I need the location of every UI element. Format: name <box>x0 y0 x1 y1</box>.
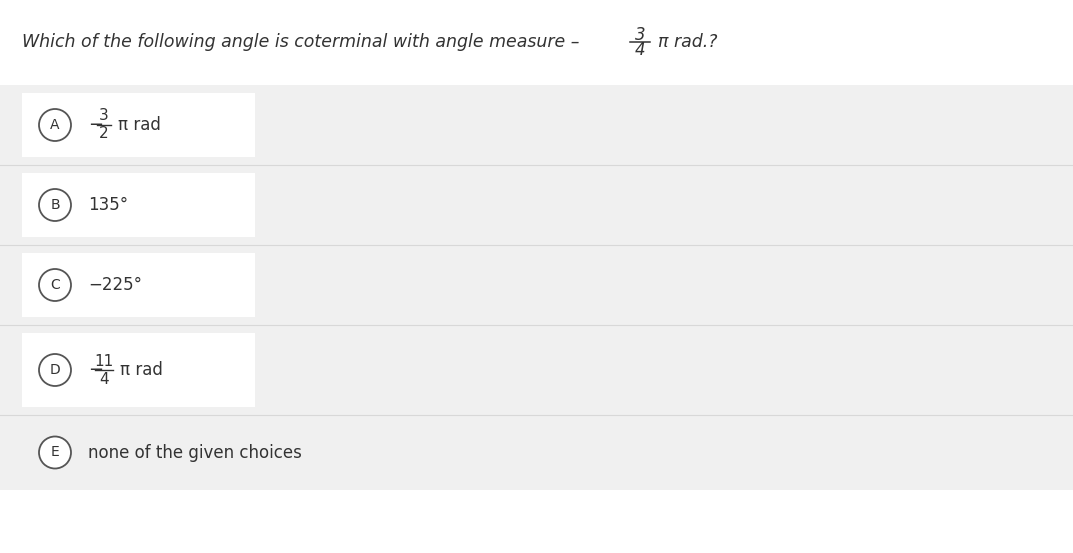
FancyBboxPatch shape <box>0 325 1073 415</box>
Text: −: − <box>88 361 103 379</box>
Text: π rad: π rad <box>120 361 163 379</box>
Text: D: D <box>49 363 60 377</box>
Text: −: − <box>88 116 103 134</box>
Text: 11: 11 <box>94 353 114 368</box>
Text: E: E <box>50 446 59 460</box>
FancyBboxPatch shape <box>0 245 1073 325</box>
Text: A: A <box>50 118 60 132</box>
Circle shape <box>39 189 71 221</box>
Circle shape <box>39 436 71 468</box>
FancyBboxPatch shape <box>0 85 1073 165</box>
Text: 135°: 135° <box>88 196 128 214</box>
Text: −225°: −225° <box>88 276 142 294</box>
FancyBboxPatch shape <box>0 165 1073 245</box>
Text: π rad.?: π rad.? <box>658 33 718 51</box>
Text: 3: 3 <box>635 26 645 44</box>
Circle shape <box>39 109 71 141</box>
Circle shape <box>39 354 71 386</box>
Text: 3: 3 <box>99 108 108 123</box>
Text: 2: 2 <box>99 127 108 142</box>
Text: π rad: π rad <box>118 116 161 134</box>
FancyBboxPatch shape <box>23 93 255 157</box>
FancyBboxPatch shape <box>23 173 255 237</box>
FancyBboxPatch shape <box>0 415 1073 490</box>
Text: C: C <box>50 278 60 292</box>
Text: none of the given choices: none of the given choices <box>88 444 302 462</box>
Text: 4: 4 <box>635 41 645 59</box>
Circle shape <box>39 269 71 301</box>
Text: 4: 4 <box>99 372 108 387</box>
Text: Which of the following angle is coterminal with angle measure –: Which of the following angle is cotermin… <box>23 33 579 51</box>
Text: B: B <box>50 198 60 212</box>
FancyBboxPatch shape <box>23 333 255 407</box>
FancyBboxPatch shape <box>23 253 255 317</box>
